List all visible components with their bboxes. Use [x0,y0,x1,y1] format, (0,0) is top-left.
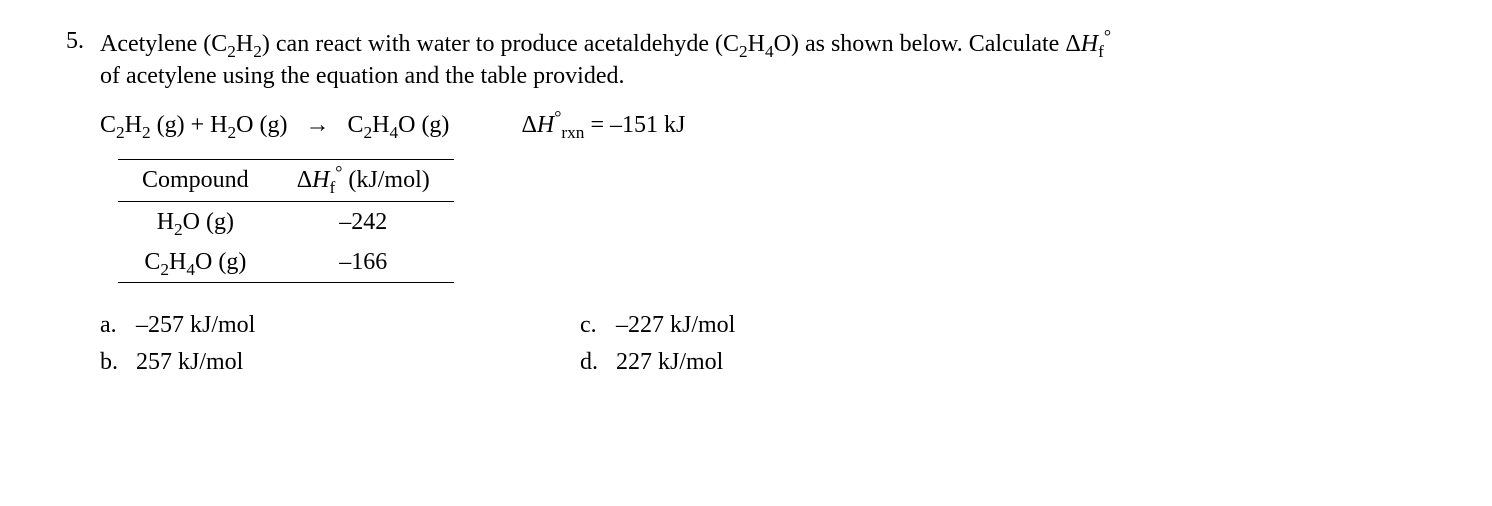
eq-h: H [125,112,142,138]
eq-text: O (g) [236,112,287,138]
sub-2: 2 [739,42,748,61]
enthalpy-table: Compound ΔHf° (kJ/mol) H2O (g) –242 [118,159,454,283]
sub-2: 2 [227,42,236,61]
eq-text: (g) + H [151,112,228,138]
eq-value: –151 kJ [610,112,685,138]
answer-choices: a. –257 kJ/mol b. 257 kJ/mol c. –227 kJ/… [100,305,1452,382]
prompt-text: Acetylene (C [100,31,227,57]
sub-2: 2 [142,123,151,142]
prompt-text: O) as shown below. Calculate Δ [774,31,1081,57]
eq-text: O (g) [398,112,449,138]
answer-letter: b. [100,346,136,378]
cmp-text: H [169,249,186,275]
prompt-text: H [748,31,765,57]
answer-a: a. –257 kJ/mol [100,309,580,341]
sub-2: 2 [160,260,169,279]
col-dhf: ΔHf° (kJ/mol) [273,160,454,201]
question-block: 5. Acetylene (C2H2) can react with water… [0,0,1492,402]
col-compound: Compound [118,160,273,201]
cell-compound: C2H4O (g) [118,242,273,283]
prompt-line2: of acetylene using the equation and the … [100,63,624,89]
answer-text: –257 kJ/mol [136,309,255,341]
reaction-equation: C2H2 (g) + H2O (g) → C2H4O (g) ΔH°rxn = … [100,109,1452,141]
prompt-H: H [1081,31,1098,57]
answer-column: a. –257 kJ/mol b. 257 kJ/mol [100,305,580,382]
sub-2: 2 [116,123,125,142]
cmp-text: O (g) [183,209,234,235]
answer-text: 257 kJ/mol [136,346,243,378]
answer-letter: c. [580,309,616,341]
table-row: C2H4O (g) –166 [118,242,454,283]
sub-2: 2 [253,42,262,61]
arrow-icon: → [305,112,329,138]
cmp-text: H [157,209,174,235]
answer-c: c. –227 kJ/mol [580,309,1060,341]
sub-4: 4 [389,123,398,142]
cmp-text: O (g) [195,249,246,275]
prompt-text: H [236,31,253,57]
cell-value: –166 [273,242,454,283]
eq-H: H [537,112,554,138]
answer-letter: a. [100,309,136,341]
answer-text: –227 kJ/mol [616,309,735,341]
sub-2: 2 [174,219,183,238]
cmp-text: C [144,249,160,275]
sub-2: 2 [363,123,372,142]
question-prompt: Acetylene (C2H2) can react with water to… [100,28,1452,93]
table-row: H2O (g) –242 [118,201,454,242]
answer-d: d. 227 kJ/mol [580,346,1060,378]
sub-2: 2 [228,123,237,142]
question-number: 5. [40,28,100,55]
sub-rxn: rxn [561,123,584,142]
answer-text: 227 kJ/mol [616,346,723,378]
sup-deg: ° [1104,26,1111,46]
col-H: H [312,167,329,193]
eq-c: C [347,112,363,138]
cell-compound: H2O (g) [118,201,273,242]
col-units: (kJ/mol) [342,167,429,193]
sub-4: 4 [765,42,774,61]
sub-4: 4 [186,260,195,279]
table-header-row: Compound ΔHf° (kJ/mol) [118,160,454,201]
answer-b: b. 257 kJ/mol [100,346,580,378]
prompt-text: ) can react with water to produce acetal… [262,31,739,57]
eq-h: H [372,112,389,138]
answer-letter: d. [580,346,616,378]
eq-c: C [100,112,116,138]
delta: Δ [297,167,312,193]
question-row: 5. Acetylene (C2H2) can react with water… [40,28,1452,382]
cell-value: –242 [273,201,454,242]
delta: Δ [521,112,536,138]
answer-column: c. –227 kJ/mol d. 227 kJ/mol [580,305,1060,382]
eq-equals: = [584,112,610,138]
question-body: Acetylene (C2H2) can react with water to… [100,28,1452,382]
